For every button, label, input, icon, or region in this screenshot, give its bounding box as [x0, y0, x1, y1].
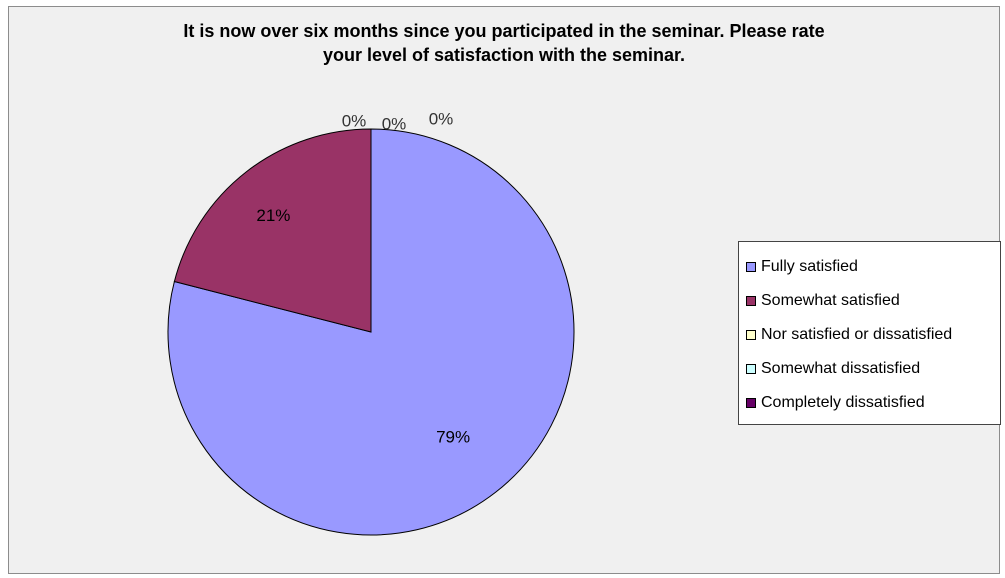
- legend-label-completely-dissatisfied: Completely dissatisfied: [761, 394, 925, 411]
- legend-swatch-somewhat-satisfied: [746, 296, 756, 306]
- pie-slice-somewhat-satisfied: [173, 128, 372, 333]
- legend: Fully satisfied Somewhat satisfied Nor s…: [738, 241, 1001, 425]
- data-label-completely-dissatisfied: 0%: [429, 109, 454, 128]
- pie-chart: 79% 21% 0% 0% 0%: [167, 109, 575, 536]
- data-label-somewhat-satisfied: 21%: [256, 206, 290, 225]
- legend-swatch-fully-satisfied: [746, 262, 756, 272]
- legend-item-completely-dissatisfied: Completely dissatisfied: [746, 386, 1000, 420]
- chart-title-line-2: your level of satisfaction with the semi…: [322, 45, 686, 65]
- legend-item-somewhat-satisfied: Somewhat satisfied: [746, 284, 1000, 318]
- legend-label-somewhat-dissatisfied: Somewhat dissatisfied: [761, 360, 921, 377]
- chart-title-line-1: It is now over six months since you part…: [183, 21, 825, 41]
- data-label-somewhat-dissatisfied: 0%: [382, 114, 407, 133]
- legend-swatch-completely-dissatisfied: [746, 398, 756, 408]
- legend-label-nor-satisfied-or-dissatisfied: Nor satisfied or dissatisfied: [761, 326, 953, 343]
- chart-area: It is now over six months since you part…: [8, 6, 1001, 574]
- legend-label-fully-satisfied: Fully satisfied: [761, 258, 858, 275]
- pie-data-labels: 79% 21% 0% 0% 0%: [256, 109, 470, 446]
- data-label-fully-satisfied: 79%: [436, 427, 470, 446]
- pie-slices: [167, 128, 575, 536]
- chart-title: It is now over six months since you part…: [9, 19, 999, 67]
- legend-item-nor-satisfied-or-dissatisfied: Nor satisfied or dissatisfied: [746, 318, 1000, 352]
- legend-swatch-somewhat-dissatisfied: [746, 364, 756, 374]
- legend-label-somewhat-satisfied: Somewhat satisfied: [761, 292, 900, 309]
- legend-item-somewhat-dissatisfied: Somewhat dissatisfied: [746, 352, 1000, 386]
- data-label-nor-satisfied-or-dissatisfied: 0%: [342, 111, 367, 130]
- legend-item-fully-satisfied: Fully satisfied: [746, 250, 1000, 284]
- legend-swatch-nor-satisfied-or-dissatisfied: [746, 330, 756, 340]
